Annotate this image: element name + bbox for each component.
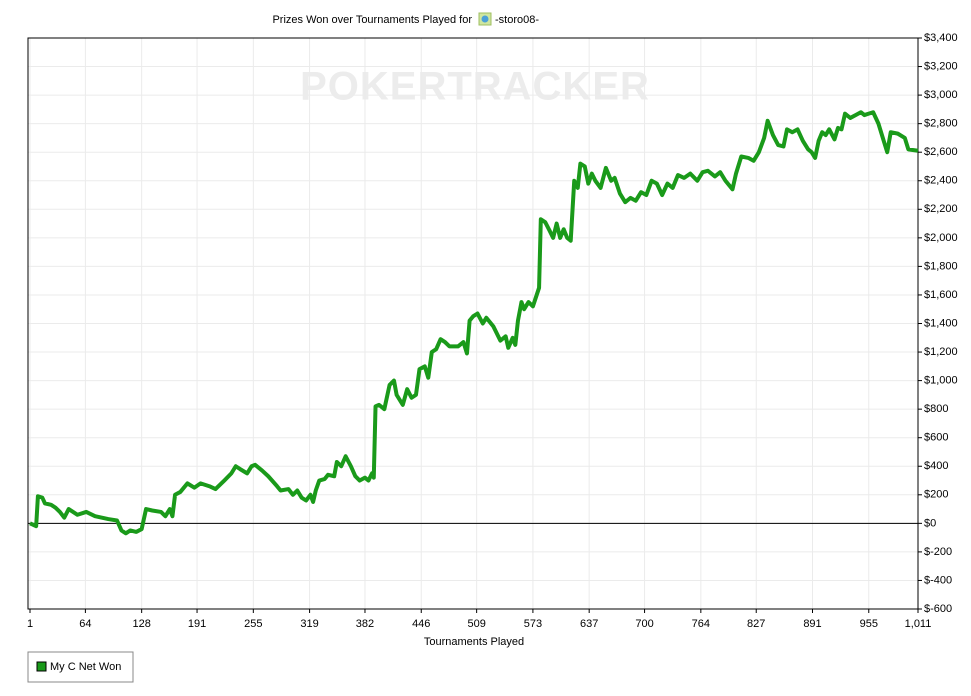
- y-tick-label: $2,400: [924, 175, 958, 187]
- x-tick-label: 255: [244, 618, 262, 630]
- x-tick-label: 319: [300, 618, 318, 630]
- x-tick-label: 955: [860, 618, 878, 630]
- y-tick-label: $3,000: [924, 89, 958, 101]
- x-tick-label: 1,011: [905, 618, 932, 630]
- y-tick-label: $2,000: [924, 232, 958, 244]
- plot-border: [27, 37, 919, 610]
- x-tick-label: 637: [580, 618, 598, 630]
- y-tick-label: $-200: [924, 546, 952, 558]
- y-tick-label: $-400: [924, 574, 952, 586]
- x-axis-label: Tournaments Played: [424, 636, 524, 648]
- x-tick-label: 827: [747, 618, 765, 630]
- y-tick-label: $-600: [924, 603, 952, 615]
- chart-title: Prizes Won over Tournaments Played for: [272, 14, 472, 26]
- y-tick-label: $1,600: [924, 289, 958, 301]
- y-tick-label: $400: [924, 460, 948, 472]
- x-tick-label: 64: [79, 618, 91, 630]
- player-icon-dot: [481, 15, 489, 23]
- y-tick-label: $2,200: [924, 203, 958, 215]
- x-tick-label: 382: [356, 618, 374, 630]
- y-tick-label: $3,400: [924, 32, 958, 44]
- y-tick-label: $1,400: [924, 317, 958, 329]
- y-tick-label: $600: [924, 432, 948, 444]
- y-tick-label: $0: [924, 517, 936, 529]
- y-tick-label: $1,000: [924, 375, 958, 387]
- legend-swatch: [36, 661, 47, 672]
- y-tick-label: $3,200: [924, 60, 958, 72]
- x-tick-label: 446: [412, 618, 430, 630]
- x-tick-label: 891: [803, 618, 821, 630]
- y-tick-label: $200: [924, 489, 948, 501]
- y-tick-label: $2,800: [924, 118, 958, 130]
- data-line: [29, 110, 919, 536]
- x-tick-label: 128: [132, 618, 150, 630]
- player-name: -storo08-: [495, 14, 539, 26]
- legend-label: My C Net Won: [50, 661, 121, 673]
- x-tick-label: 764: [692, 618, 710, 630]
- y-tick-label: $1,800: [924, 260, 958, 272]
- y-tick-label: $2,600: [924, 146, 958, 158]
- x-tick-label: 700: [635, 618, 653, 630]
- x-tick-label: 509: [467, 618, 485, 630]
- y-tick-label: $800: [924, 403, 948, 415]
- x-tick-label: 191: [188, 618, 206, 630]
- watermark: POKERTRACKER: [300, 65, 650, 109]
- x-tick-label: 1: [27, 618, 33, 630]
- x-tick-label: 573: [524, 618, 542, 630]
- y-tick-label: $1,200: [924, 346, 958, 358]
